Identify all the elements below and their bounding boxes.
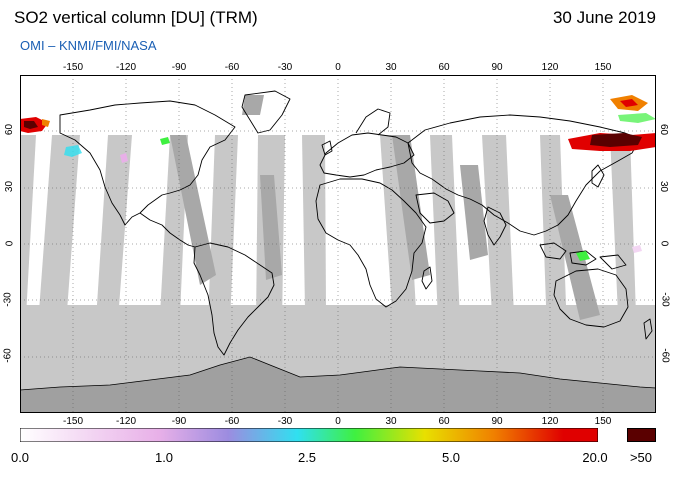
so2-hotspots [20,95,656,261]
lat-tick: 0 [4,240,16,247]
lat-tick: 30 [658,180,670,193]
lon-tick: 90 [491,62,503,73]
colorbar-label: 2.5 [297,450,317,465]
lat-tick: 60 [658,123,670,136]
colorbar-max-swatch [627,428,656,442]
colorbar-label: 0.0 [10,450,30,465]
lon-tick: -30 [277,62,293,73]
lon-tick: -90 [171,416,187,427]
lon-tick: 120 [541,416,559,427]
lon-tick: 60 [438,416,450,427]
colorbar-label: 20.0 [582,450,608,465]
lon-tick: 30 [385,62,397,73]
lon-tick: 150 [594,416,612,427]
lon-tick: -30 [277,416,293,427]
colorbar [20,428,598,442]
lat-tick: -30 [2,292,14,307]
chart-title: SO2 vertical column [DU] (TRM) [14,8,258,27]
lon-tick: -60 [224,62,240,73]
colorbar-label: >50 [629,450,653,465]
colorbar-label: 5.0 [441,450,461,465]
so2-map [20,75,656,413]
lat-tick: 0 [658,240,670,247]
coastlines [59,90,653,356]
lon-tick: 150 [594,62,612,73]
lon-tick: -90 [171,62,187,73]
graticule [20,75,656,413]
lat-tick: -60 [659,348,671,363]
lat-tick: 60 [4,123,16,136]
lon-tick: -150 [62,62,84,73]
data-source-label: OMI – KNMI/FMI/NASA [20,38,157,53]
colorbar-label: 1.0 [154,450,174,465]
lat-tick: -60 [2,348,14,363]
lon-tick: -150 [62,416,84,427]
lat-tick: -30 [659,292,671,307]
lon-tick: 0 [335,62,341,73]
lon-tick: -60 [224,416,240,427]
map-frame [20,75,656,413]
lon-tick: 120 [541,62,559,73]
lon-tick: 0 [335,416,341,427]
lon-tick: 90 [491,416,503,427]
lon-tick: -120 [115,62,137,73]
lon-tick: 60 [438,62,450,73]
lon-tick: 30 [385,416,397,427]
date-label: 30 June 2019 [552,8,656,27]
lat-tick: 30 [4,180,16,193]
lon-tick: -120 [115,416,137,427]
